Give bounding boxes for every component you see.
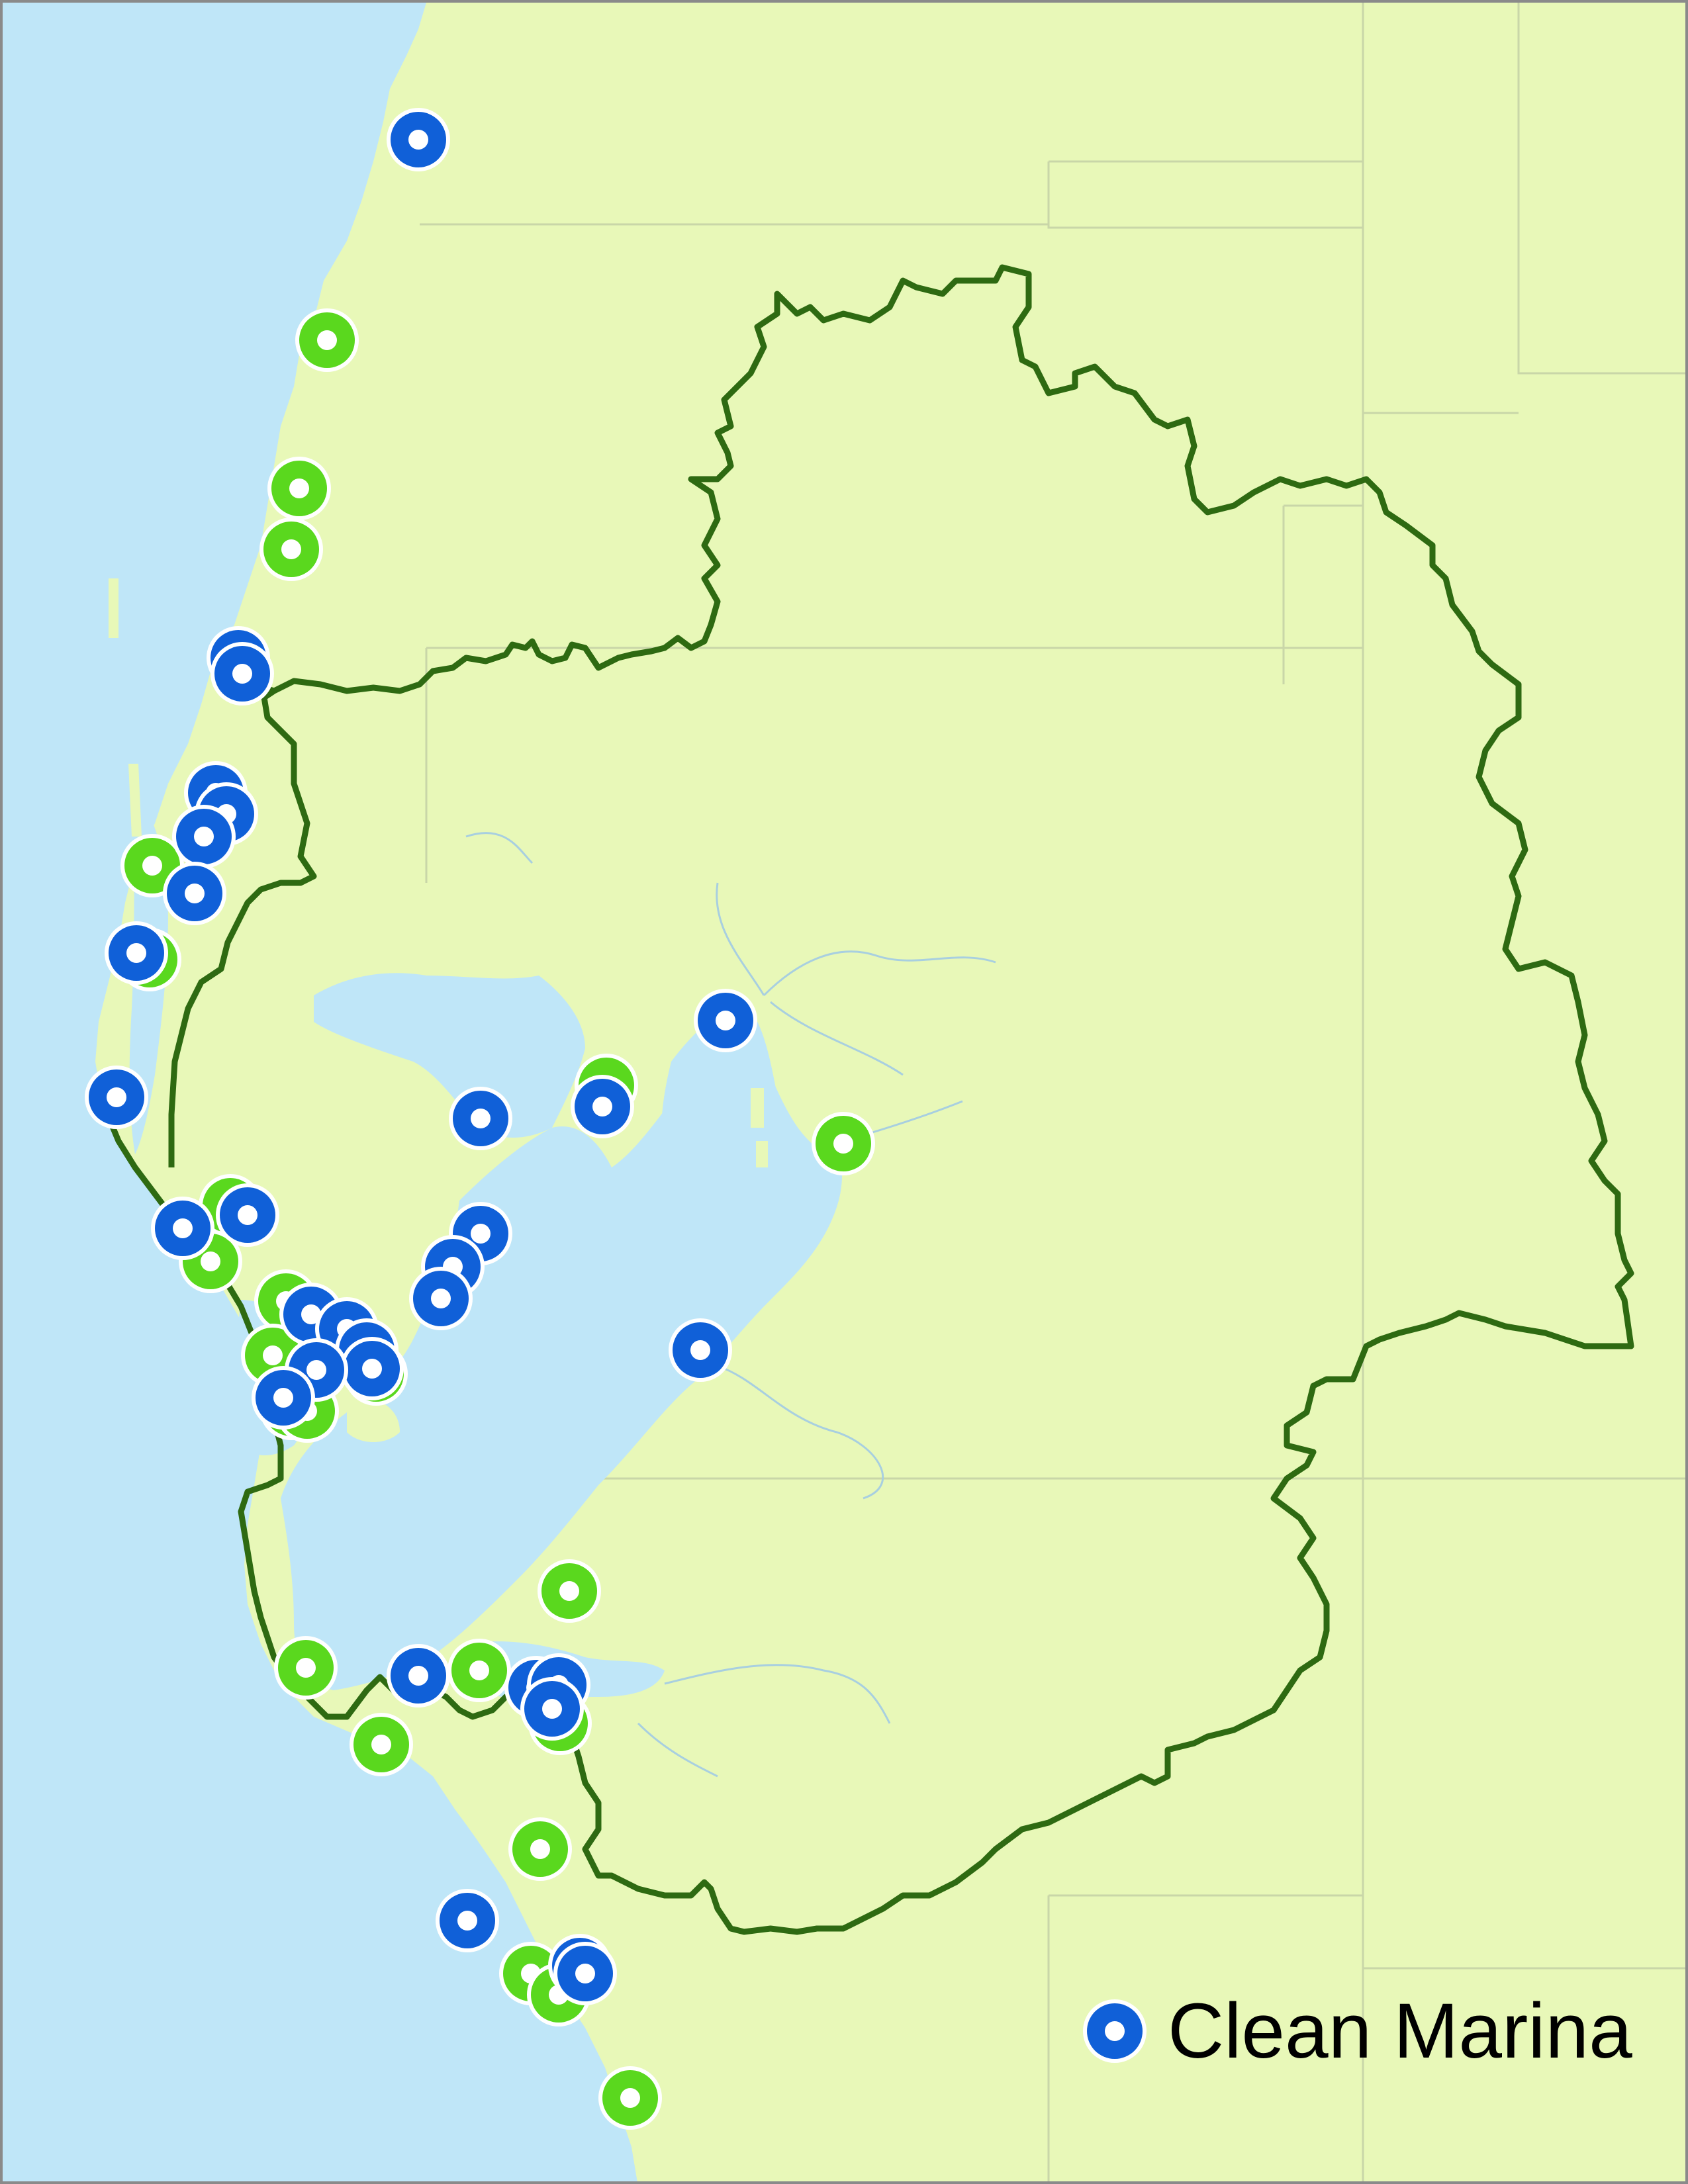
marker-center [194,827,214,846]
hillsborough-bay [661,1002,817,1214]
marina-marker[interactable] [447,1639,511,1702]
clean-marina-marker[interactable] [151,1197,214,1260]
clean-marina-marker[interactable] [436,1889,499,1952]
marker-center [201,1251,220,1271]
marker-center [530,1839,550,1859]
marina-marker[interactable] [598,2066,662,2130]
marker-center [716,1011,735,1030]
gulf-of-mexico [3,3,637,2181]
marker-center [690,1340,710,1360]
marina-marker[interactable] [295,308,359,372]
marker-center [575,1964,595,1983]
rivers [465,832,996,1778]
clean-marina-marker[interactable] [172,805,236,868]
clean-marina-marker[interactable] [216,1183,279,1247]
marker-center [142,856,162,876]
marker-center [317,330,337,350]
marker-center [273,1388,293,1408]
map-svg [3,3,1685,2181]
marker-center [301,1304,321,1324]
clean-marina-marker[interactable] [252,1366,315,1430]
marker-center [281,539,301,559]
clean-marina-marker[interactable] [571,1075,634,1138]
clean-marina-marker[interactable] [340,1337,404,1400]
marker-center [457,1911,477,1931]
marker-center [126,943,146,963]
clean-marina-marker[interactable] [409,1267,473,1330]
marker-center [185,884,205,903]
marina-marker[interactable] [538,1559,601,1623]
legend: Clean Marina [1075,1981,1671,2087]
legend-label: Clean Marina [1168,1987,1632,2075]
marker-center [471,1224,491,1244]
marker-center [431,1289,451,1308]
marina-marker[interactable] [274,1636,338,1700]
marina-marker[interactable] [259,518,323,581]
marker-center [238,1205,258,1225]
marker-center [173,1218,193,1238]
old-tampa-bay [314,973,585,1138]
clean-marina-marker[interactable] [105,921,168,985]
marker-center [289,478,309,498]
marker-center [471,1109,491,1128]
marker-center [306,1360,326,1380]
clean-marina-marker[interactable] [553,1942,617,2005]
clean-marina-marker[interactable] [520,1677,584,1741]
marker-center [408,1666,428,1686]
clean-marina-marker[interactable] [694,989,757,1052]
marker-center [469,1661,489,1680]
marker-center [833,1134,853,1154]
marker-center [408,130,428,150]
marina-marker[interactable] [812,1112,875,1175]
marker-center [592,1097,612,1116]
marina-ring-icon [1083,1999,1147,2063]
marker-center [296,1658,316,1678]
marker-center [232,664,252,684]
marina-marker[interactable] [508,1817,572,1881]
clean-marina-marker[interactable] [163,862,226,925]
marker-center [107,1087,126,1107]
clean-marina-marker[interactable] [387,108,450,171]
clean-marina-marker[interactable] [387,1644,450,1707]
marker-center [559,1581,579,1601]
marker-center [620,2088,640,2108]
marina-marker[interactable] [267,457,331,520]
marker-center [542,1699,562,1719]
clean-marina-marker[interactable] [669,1318,732,1382]
marina-markers [85,108,875,2130]
marker-center [362,1359,382,1379]
clean-marina-marker[interactable] [85,1066,148,1129]
marker-center [371,1735,391,1754]
marker-center [263,1345,283,1365]
clean-marina-marker[interactable] [211,642,274,705]
clean-marina-marker[interactable] [449,1087,512,1150]
marina-marker[interactable] [350,1713,413,1776]
